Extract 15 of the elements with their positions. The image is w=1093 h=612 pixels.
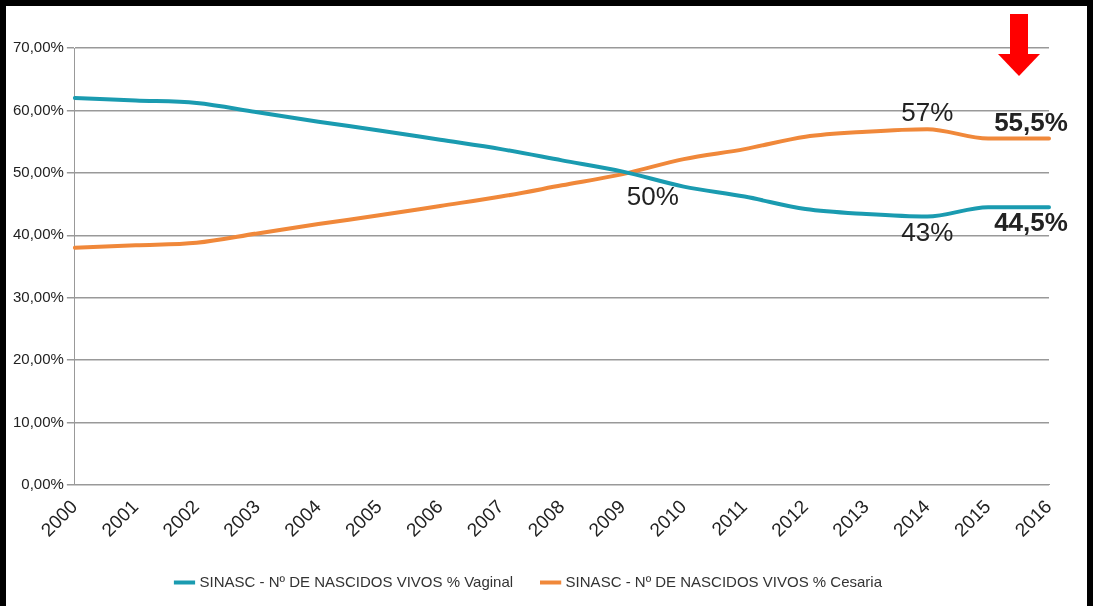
- y-tick-label: 70,00%: [13, 38, 64, 56]
- legend-label: SINASC - Nº DE NASCIDOS VIVOS % Vaginal: [199, 572, 514, 590]
- y-tick-label: 10,00%: [13, 412, 64, 430]
- y-tick-label: 20,00%: [13, 350, 64, 368]
- y-tick-label: 0,00%: [21, 475, 64, 493]
- y-tick-label: 30,00%: [13, 287, 64, 305]
- y-tick-label: 50,00%: [13, 162, 64, 180]
- y-tick-label: 60,00%: [13, 100, 64, 118]
- annotation: 43%: [901, 216, 954, 247]
- annotation: 57%: [901, 97, 954, 128]
- annotation: 55,5%: [994, 106, 1068, 137]
- annotation: 44,5%: [994, 207, 1068, 238]
- legend-label: SINASC - Nº DE NASCIDOS VIVOS % Cesaria: [565, 572, 883, 590]
- annotation: 50%: [626, 181, 679, 212]
- y-tick-label: 40,00%: [13, 225, 64, 243]
